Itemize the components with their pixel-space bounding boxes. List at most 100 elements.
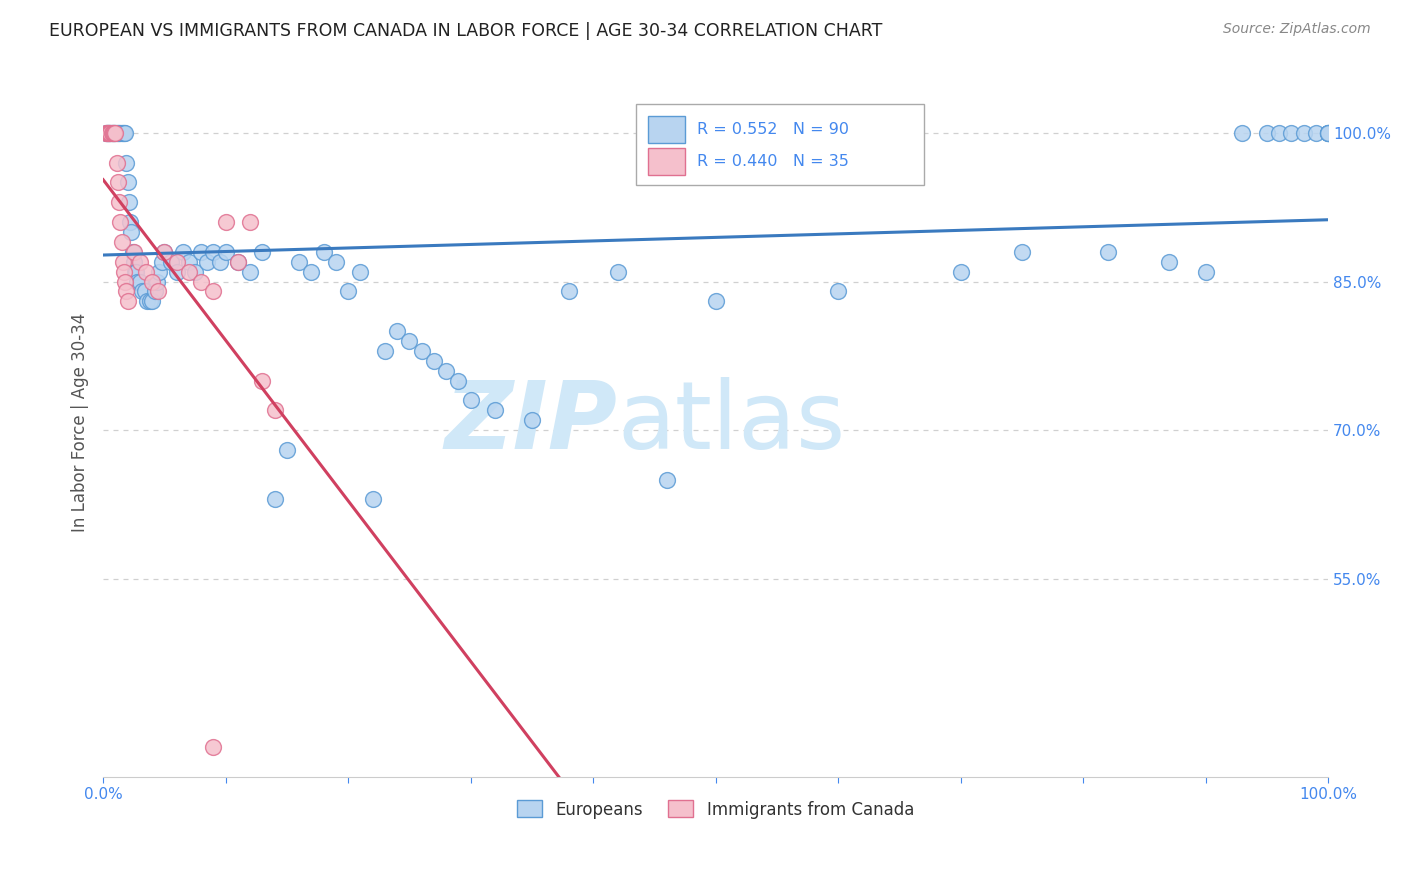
Point <box>125 264 148 278</box>
Point <box>1317 126 1340 140</box>
Point <box>1317 126 1340 140</box>
Point <box>104 126 127 140</box>
Point <box>141 294 163 309</box>
Point <box>374 343 396 358</box>
Point <box>349 264 371 278</box>
Point <box>107 176 129 190</box>
Point <box>827 285 849 299</box>
Point <box>337 285 360 299</box>
Point <box>1268 126 1291 140</box>
Point <box>114 126 136 140</box>
Point <box>112 126 135 140</box>
Point <box>122 244 145 259</box>
Point <box>110 215 132 229</box>
Point <box>312 244 335 259</box>
Point <box>94 126 117 140</box>
Point <box>655 473 678 487</box>
Point <box>111 254 134 268</box>
Point <box>118 195 141 210</box>
Point <box>1097 244 1119 259</box>
Point <box>121 244 143 259</box>
Point <box>115 285 138 299</box>
Point <box>108 126 131 140</box>
Point <box>100 126 122 140</box>
Point <box>117 176 139 190</box>
Point <box>226 254 249 268</box>
Point <box>214 215 236 229</box>
Point <box>131 285 153 299</box>
Point <box>202 740 225 755</box>
Point <box>138 294 160 309</box>
Point <box>105 155 128 169</box>
Point <box>153 244 176 259</box>
Point <box>117 294 139 309</box>
Point <box>263 403 285 417</box>
Point <box>1232 126 1254 140</box>
Point <box>484 403 506 417</box>
Point <box>159 254 181 268</box>
Point <box>325 254 347 268</box>
Point <box>96 126 118 140</box>
Point <box>447 374 470 388</box>
Point <box>166 254 188 268</box>
Point <box>398 334 420 348</box>
FancyBboxPatch shape <box>636 104 924 186</box>
Point <box>1194 264 1216 278</box>
Point <box>136 294 159 309</box>
Point <box>704 294 727 309</box>
Point <box>460 393 482 408</box>
Point <box>100 126 122 140</box>
Point <box>143 285 166 299</box>
Text: R = 0.552   N = 90: R = 0.552 N = 90 <box>697 122 849 137</box>
Point <box>120 225 142 239</box>
Point <box>128 254 150 268</box>
Point <box>214 244 236 259</box>
Point <box>239 215 262 229</box>
Point <box>114 275 136 289</box>
Point <box>124 264 146 278</box>
Point <box>103 126 125 140</box>
Point <box>166 264 188 278</box>
Point <box>1292 126 1315 140</box>
Point <box>1256 126 1278 140</box>
Point <box>177 264 200 278</box>
Point <box>97 126 120 140</box>
Text: Source: ZipAtlas.com: Source: ZipAtlas.com <box>1223 22 1371 37</box>
Point <box>146 275 169 289</box>
Point <box>94 126 117 140</box>
Point <box>202 244 225 259</box>
Point <box>107 126 129 140</box>
Point <box>1011 244 1033 259</box>
Point <box>120 215 142 229</box>
Point <box>208 254 231 268</box>
Point <box>239 264 262 278</box>
Point <box>288 254 311 268</box>
Y-axis label: In Labor Force | Age 30-34: In Labor Force | Age 30-34 <box>72 313 89 533</box>
Point <box>96 126 118 140</box>
Legend: Europeans, Immigrants from Canada: Europeans, Immigrants from Canada <box>510 794 921 825</box>
Point <box>276 442 298 457</box>
Point <box>252 244 274 259</box>
Point <box>108 195 131 210</box>
Point <box>1317 126 1340 140</box>
Text: R = 0.440   N = 35: R = 0.440 N = 35 <box>697 153 849 169</box>
Point <box>141 275 163 289</box>
Point <box>111 126 134 140</box>
Point <box>184 264 207 278</box>
Point <box>1157 254 1180 268</box>
Point <box>98 126 121 140</box>
Point <box>195 254 218 268</box>
Point <box>148 264 170 278</box>
Point <box>1279 126 1302 140</box>
Point <box>98 126 121 140</box>
Point <box>190 275 212 289</box>
Text: EUROPEAN VS IMMIGRANTS FROM CANADA IN LABOR FORCE | AGE 30-34 CORRELATION CHART: EUROPEAN VS IMMIGRANTS FROM CANADA IN LA… <box>49 22 883 40</box>
Point <box>122 254 145 268</box>
Point <box>103 126 125 140</box>
Point <box>134 285 156 299</box>
Point <box>148 285 170 299</box>
Point <box>127 275 149 289</box>
Point <box>100 126 122 140</box>
Point <box>101 126 124 140</box>
Point <box>104 126 127 140</box>
